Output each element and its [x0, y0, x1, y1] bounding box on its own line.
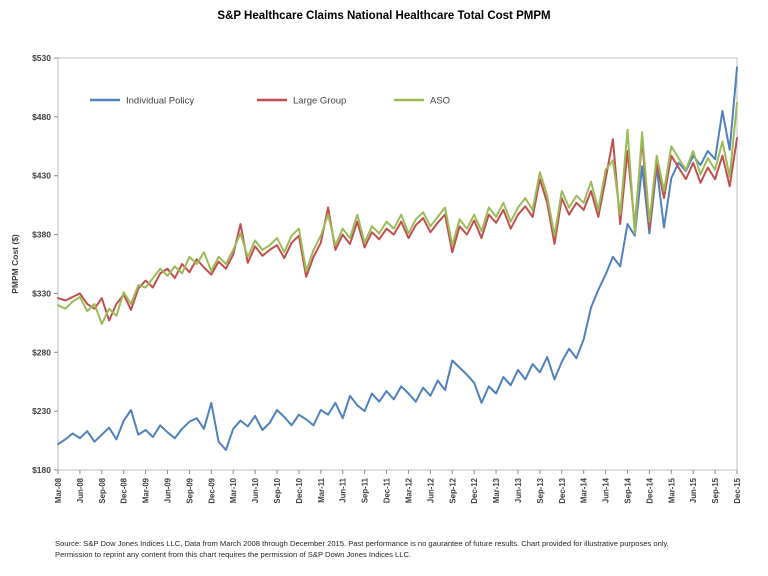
chart-svg: $180 $230 $280 $330 $380 $430 $480 $530 Mar-08 Ju…: [10, 53, 742, 504]
x-tick-label: Jun-12: [426, 477, 435, 503]
x-tick-label: Mar-14: [580, 477, 589, 503]
x-tick-label: Jun-09: [164, 477, 173, 503]
y-axis-title: PMPM Cost ($): [10, 234, 20, 294]
x-tick-label: Dec-14: [645, 477, 654, 503]
x-tick-label: Mar-08: [54, 477, 63, 503]
legend-label-individual-policy: Individual Policy: [126, 96, 194, 107]
y-tick-label: $380: [32, 230, 51, 240]
y-tick-label: $230: [32, 406, 51, 416]
source-note-line2: Permission to reprint any content from t…: [55, 550, 412, 559]
x-tick-label: Sep-08: [98, 477, 107, 503]
x-tick-label: Jun-11: [339, 477, 348, 502]
series-line-aso: [57, 101, 738, 325]
source-note: Source: S&P Dow Jones Indices LLC, Data …: [55, 538, 720, 560]
x-tick-label: Jun-14: [602, 477, 611, 503]
plot-area: [57, 57, 738, 471]
x-tick-label: Dec-09: [207, 477, 216, 503]
x-tick-label: Sep-12: [448, 477, 457, 503]
y-tick-label: $330: [32, 288, 51, 298]
x-tick-label: Mar-10: [229, 477, 238, 503]
x-tick-label: Dec-10: [295, 477, 304, 503]
x-tick-label: Dec-15: [733, 477, 742, 503]
y-tick-label: $280: [32, 347, 51, 357]
page-title: S&P Healthcare Claims National Healthcar…: [217, 10, 551, 22]
x-tick-label: Dec-08: [120, 477, 129, 503]
x-tick-label: Sep-15: [711, 477, 720, 503]
y-tick-label: $530: [32, 53, 51, 63]
x-tick-label: Jun-15: [689, 477, 698, 503]
x-tick-label: Jun-10: [251, 477, 260, 503]
x-tick-label: Sep-11: [361, 477, 370, 503]
source-note-line1: Source: S&P Dow Jones Indices LLC, Data …: [55, 539, 669, 548]
x-tick-label: Sep-14: [623, 477, 632, 503]
x-tick-label: Jun-08: [76, 477, 85, 503]
x-tick-label: Mar-12: [404, 477, 413, 503]
x-tick-label: Mar-09: [142, 477, 151, 503]
x-tick-label: Sep-09: [185, 477, 194, 503]
x-tick-label: Dec-13: [558, 477, 567, 503]
x-tick-label: Jun-13: [514, 477, 523, 503]
legend-label-large-group: Large Group: [293, 96, 346, 107]
x-tick-label: Sep-13: [536, 477, 545, 503]
x-tick-label: Dec-11: [383, 477, 392, 503]
x-tick-label: Mar-11: [317, 477, 326, 502]
y-tick-label: $180: [32, 465, 51, 475]
x-tick-label: Mar-15: [667, 477, 676, 503]
series-line-large-group: [57, 137, 738, 322]
y-tick-label: $480: [32, 112, 51, 122]
y-tick-label: $430: [32, 171, 51, 181]
series-line-individual-policy: [57, 66, 738, 451]
x-tick-label: Dec-12: [470, 477, 479, 503]
legend-label-aso: ASO: [430, 96, 450, 107]
x-tick-label: Mar-13: [492, 477, 501, 503]
x-tick-label: Sep-10: [273, 477, 282, 503]
